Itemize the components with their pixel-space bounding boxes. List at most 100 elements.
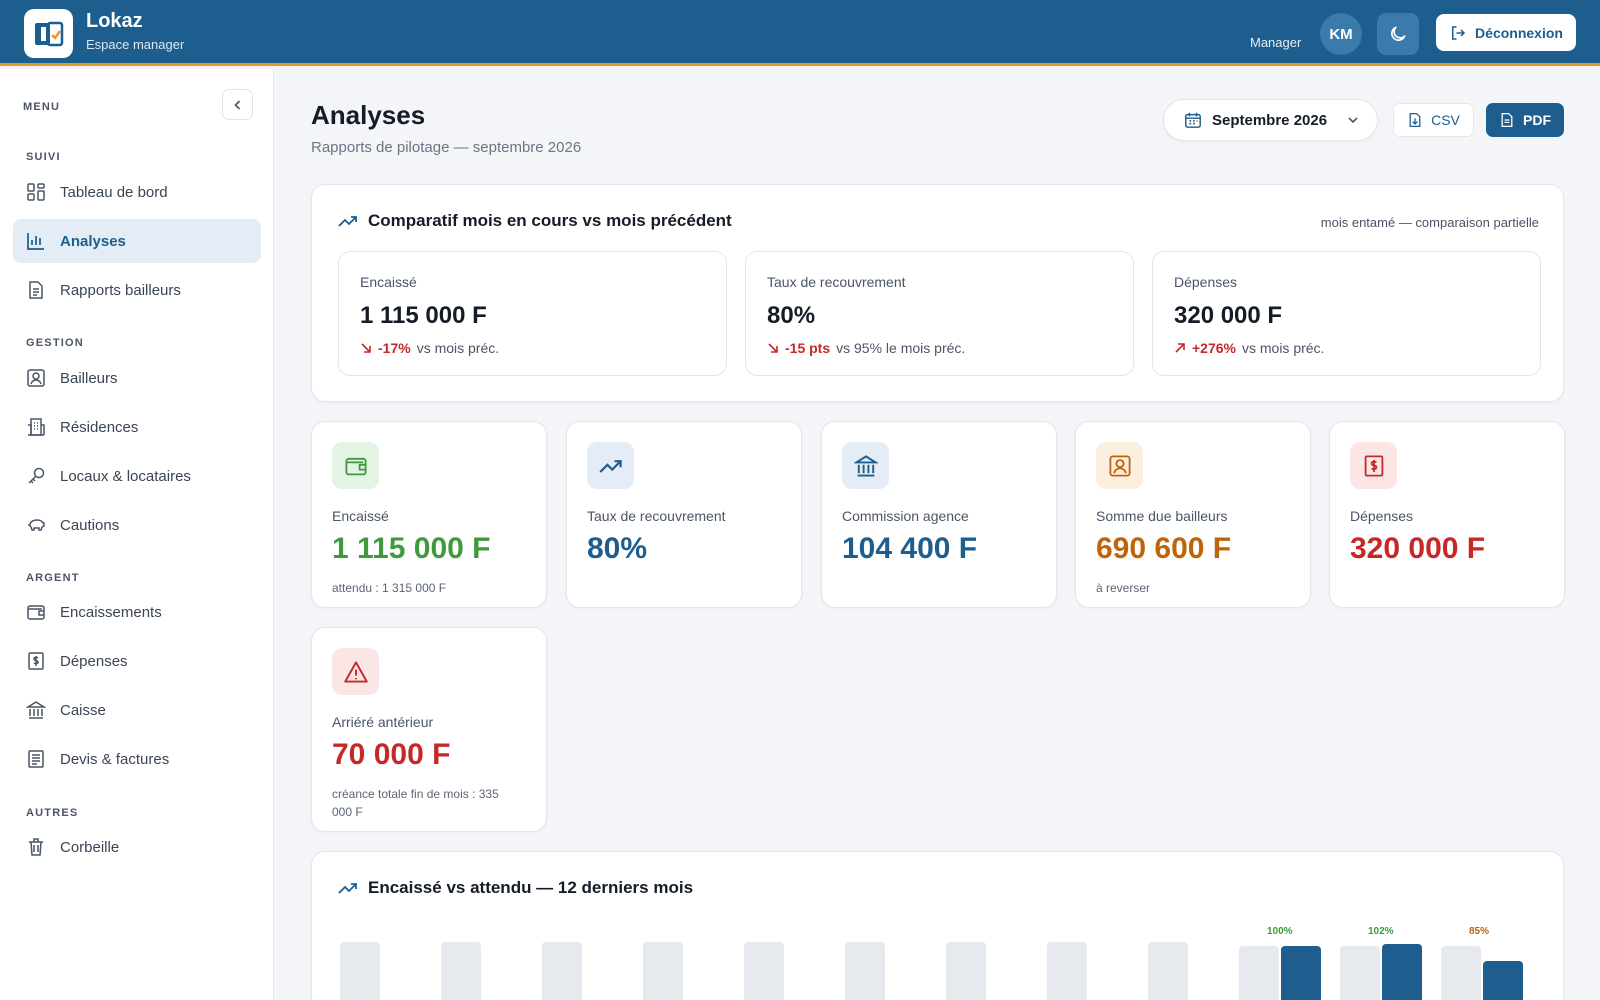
sidebar-item-encaissements[interactable]: Encaissements: [13, 590, 261, 634]
sidebar-item-residences[interactable]: Résidences: [13, 405, 261, 449]
comparison-card-label: Taux de recouvrement: [767, 274, 906, 290]
delta-value: +276%: [1192, 340, 1236, 356]
sidebar-item-rapports-bailleurs[interactable]: Rapports bailleurs: [13, 268, 261, 312]
kpi-card-commission: Commission agence 104 400 F: [821, 421, 1057, 608]
kpi-icon-box: [1350, 442, 1397, 489]
kpi-value: 104 400 F: [842, 532, 978, 565]
arrow-down-right-icon: [768, 343, 778, 353]
bar-attendu: [643, 942, 683, 1000]
kpi-label: Somme due bailleurs: [1096, 508, 1228, 524]
bank-icon: [853, 454, 878, 477]
wallet-icon: [345, 457, 366, 475]
chevron-left-icon: [233, 99, 240, 110]
section-label-autres: AUTRES: [26, 807, 79, 819]
comparison-card-delta: -17% vs mois préc.: [360, 340, 499, 356]
logout-label: Déconnexion: [1475, 24, 1563, 41]
sidebar-item-label: Cautions: [60, 516, 120, 534]
theme-toggle-button[interactable]: [1377, 13, 1419, 55]
kpi-label: Dépenses: [1350, 508, 1414, 524]
comparison-card-value: 80%: [767, 302, 816, 329]
sidebar-item-label: Bailleurs: [60, 369, 118, 387]
logout-button[interactable]: Déconnexion: [1436, 14, 1576, 51]
delta-text: vs mois préc.: [416, 340, 500, 356]
trend-up-icon: [338, 883, 357, 894]
sidebar-item-cautions[interactable]: Cautions: [13, 503, 261, 547]
sidebar-item-label: Devis & factures: [60, 750, 170, 768]
bar-attendu: [1148, 942, 1188, 1000]
piggy-bank-icon: [28, 519, 45, 531]
export-pdf-button[interactable]: PDF: [1486, 103, 1564, 137]
kpi-card-encaisse: Encaissé 1 115 000 F attendu : 1 315 000…: [311, 421, 547, 608]
month-selector[interactable]: Septembre 2026: [1163, 99, 1378, 141]
wallet-icon: [27, 605, 45, 620]
sidebar-item-label: Caisse: [60, 701, 106, 719]
bar-attendu: [542, 942, 582, 1000]
sidebar-item-locaux-locataires[interactable]: Locaux & locataires: [13, 454, 261, 498]
comparison-card-value: 1 115 000 F: [360, 302, 487, 329]
collapse-sidebar-button[interactable]: [222, 89, 253, 120]
bank-icon: [26, 701, 46, 719]
kpi-icon-box: [332, 442, 379, 489]
sidebar-item-label: Rapports bailleurs: [60, 281, 181, 299]
delta-value: -15 pts: [785, 340, 831, 356]
kpi-value: 320 000 F: [1350, 532, 1486, 565]
expense-icon: [1364, 455, 1383, 476]
sidebar-item-label: Dépenses: [60, 652, 128, 670]
bar-chart: 100% 102% 85%: [312, 852, 1565, 1000]
warning-icon: [343, 660, 368, 683]
app-logo[interactable]: [24, 9, 73, 58]
comparison-title: Comparatif mois en cours vs mois précéde…: [338, 211, 732, 231]
avatar[interactable]: KM: [1320, 13, 1362, 55]
page-title: Analyses: [311, 100, 426, 130]
kpi-icon-box: [332, 648, 379, 695]
kpi-card-taux: Taux de recouvrement 80%: [566, 421, 802, 608]
chart-panel: Encaissé vs attendu — 12 derniers mois 1…: [311, 851, 1564, 1000]
top-bar: Lokaz Espace manager Manager KM Déconnex…: [0, 0, 1600, 66]
landlord-icon: [27, 369, 45, 387]
comparison-card-value: 320 000 F: [1174, 302, 1283, 329]
sidebar-item-label: Encaissements: [60, 603, 162, 621]
comparison-panel: Comparatif mois en cours vs mois précéde…: [311, 184, 1564, 402]
key-icon: [28, 467, 45, 484]
sidebar-item-caisse[interactable]: Caisse: [13, 688, 261, 732]
calendar-icon: [1185, 112, 1201, 128]
arrow-down-right-icon: [361, 343, 371, 353]
landlord-icon: [1109, 455, 1130, 476]
trash-icon: [29, 838, 43, 856]
kpi-value: 80%: [587, 532, 648, 565]
comparison-card-delta: +276% vs mois préc.: [1174, 340, 1324, 356]
trend-up-icon: [338, 216, 357, 227]
bar-attendu: [1441, 946, 1481, 1000]
section-label-suivi: SUIVI: [26, 151, 61, 163]
sidebar-item-tableau-de-bord[interactable]: Tableau de bord: [13, 170, 261, 214]
bar-attendu: [1340, 946, 1380, 1000]
sidebar-item-analyses[interactable]: Analyses: [13, 219, 261, 263]
bar-attendu: [845, 942, 885, 1000]
bar-encaisse: [1281, 946, 1321, 1000]
app-subtitle: Espace manager: [86, 37, 185, 52]
sidebar-item-label: Résidences: [60, 418, 139, 436]
sidebar: MENU SUIVI Tableau de bord Analyses Rapp…: [0, 69, 274, 1000]
file-text-icon: [1501, 112, 1513, 128]
chart-title-text: Encaissé vs attendu — 12 derniers mois: [368, 878, 694, 897]
sidebar-item-devis-factures[interactable]: Devis & factures: [13, 737, 261, 781]
kpi-card-depenses: Dépenses 320 000 F: [1329, 421, 1565, 608]
user-role: Manager: [1250, 35, 1302, 50]
sidebar-item-corbeille[interactable]: Corbeille: [13, 825, 261, 869]
bar-attendu: [744, 942, 784, 1000]
kpi-label: Taux de recouvrement: [587, 508, 726, 524]
sidebar-item-label: Tableau de bord: [60, 183, 168, 201]
sidebar-item-label: Corbeille: [60, 838, 120, 856]
menu-title: MENU: [23, 101, 61, 113]
section-label-gestion: GESTION: [26, 337, 84, 349]
sidebar-item-bailleurs[interactable]: Bailleurs: [13, 356, 261, 400]
sidebar-item-depenses[interactable]: Dépenses: [13, 639, 261, 683]
comparison-card-label: Dépenses: [1174, 274, 1238, 290]
export-csv-button[interactable]: CSV: [1393, 103, 1474, 137]
kpi-sub: à reverser: [1096, 581, 1151, 595]
bar-encaisse: [1483, 961, 1523, 1000]
chart-title: Encaissé vs attendu — 12 derniers mois: [338, 878, 693, 898]
comparison-card-encaisse: Encaissé 1 115 000 F -17% vs mois préc.: [338, 251, 727, 376]
expense-icon: [28, 652, 44, 670]
comparison-card-taux: Taux de recouvrement 80% -15 pts vs 95% …: [745, 251, 1134, 376]
